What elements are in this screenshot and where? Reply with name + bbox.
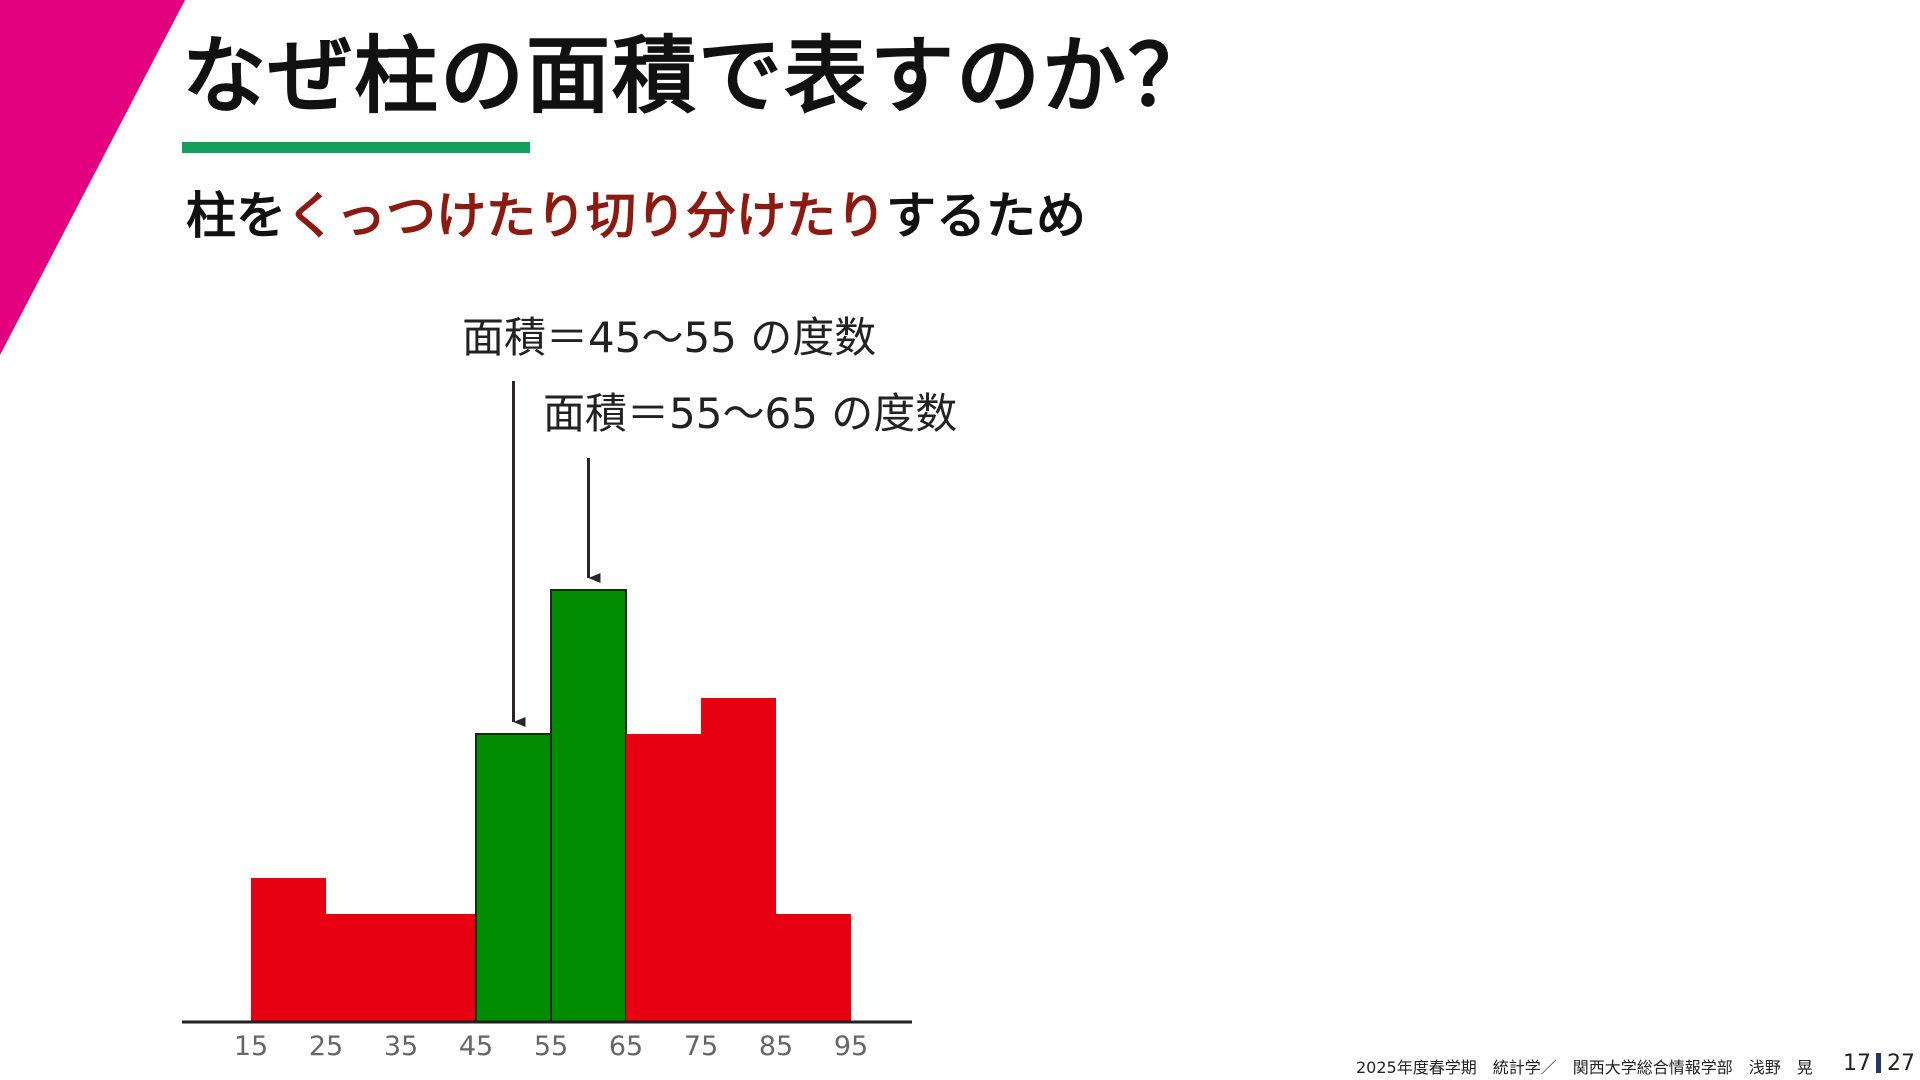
histogram-bar: [251, 878, 326, 1022]
footer-text: 2025年度春学期 統計学／ 関西大学総合情報学部 浅野 晃: [1356, 1058, 1813, 1077]
annotation-label: 面積＝45～55 の度数: [462, 313, 876, 362]
subtitle-part-3: するため: [886, 187, 1086, 245]
x-tick-label: 15: [234, 1031, 268, 1062]
histogram-bar: [401, 914, 476, 1022]
x-tick-label: 35: [384, 1031, 418, 1062]
x-tick-label: 55: [534, 1031, 568, 1062]
annotation-label: 面積＝55～65 の度数: [543, 389, 957, 438]
slide-title: なぜ柱の面積で表すのか？: [182, 27, 1215, 125]
histogram-bar: [550, 589, 627, 1023]
x-tick-label: 75: [684, 1031, 718, 1062]
slide-subtitle: 柱をくっつけたり切り分けたりするため: [186, 186, 1086, 246]
title-underline: [182, 142, 530, 153]
x-tick-label: 95: [834, 1031, 868, 1062]
x-tick-label: 65: [609, 1031, 643, 1062]
page-number-total: 27: [1887, 1051, 1915, 1076]
histogram-bar: [326, 914, 401, 1022]
histogram-bar: [776, 914, 851, 1022]
x-tick-label: 45: [459, 1031, 493, 1062]
page-number-separator: [1876, 1053, 1881, 1073]
page-number-current: 17: [1843, 1051, 1871, 1076]
subtitle-part-emphasis: くっつけたり切り分けたり: [286, 187, 886, 245]
x-tick-label: 25: [309, 1031, 343, 1062]
subtitle-part-1: 柱を: [186, 187, 286, 245]
histogram-bar: [475, 733, 552, 1023]
x-tick-label: 85: [759, 1031, 793, 1062]
histogram-bar: [701, 698, 776, 1022]
histogram-bar: [626, 734, 701, 1022]
corner-accent-triangle: [0, 0, 185, 355]
